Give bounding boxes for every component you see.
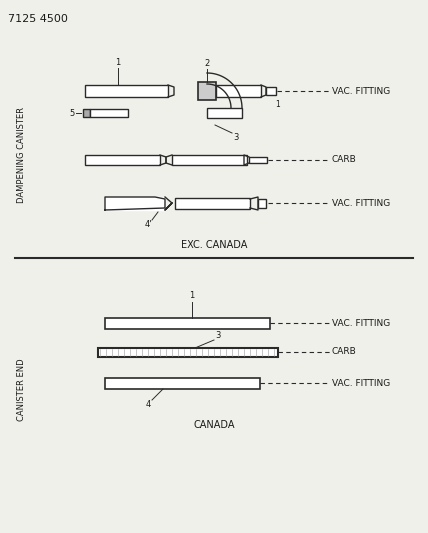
Text: CANADA: CANADA	[193, 420, 235, 430]
Bar	[198, 82, 216, 100]
Bar	[98, 348, 278, 357]
Bar	[85, 85, 168, 97]
Bar	[83, 109, 90, 117]
Bar	[90, 109, 128, 117]
Bar	[105, 318, 270, 329]
Text: 7125 4500: 7125 4500	[8, 14, 68, 24]
Text: CANISTER END: CANISTER END	[18, 359, 27, 421]
Text: 1: 1	[189, 291, 195, 300]
Bar	[249, 157, 267, 163]
Text: 1: 1	[116, 58, 121, 67]
Text: CARB: CARB	[332, 156, 357, 165]
Text: VAC. FITTING: VAC. FITTING	[332, 198, 390, 207]
Text: CARB: CARB	[332, 348, 357, 357]
Bar	[216, 85, 261, 97]
Bar	[266, 87, 276, 95]
Bar	[175, 198, 250, 209]
Text: 2: 2	[205, 59, 210, 68]
Text: 3: 3	[233, 133, 238, 142]
Text: EXC. CANADA: EXC. CANADA	[181, 240, 247, 250]
Text: 4: 4	[146, 400, 151, 409]
Polygon shape	[105, 197, 165, 210]
Text: 3: 3	[215, 331, 220, 340]
Bar	[85, 155, 160, 165]
Bar	[258, 199, 266, 208]
Text: 1: 1	[275, 100, 280, 109]
Text: VAC. FITTING: VAC. FITTING	[332, 319, 390, 327]
Text: DAMPENING CANISTER: DAMPENING CANISTER	[18, 107, 27, 203]
Bar	[172, 155, 247, 165]
Text: VAC. FITTING: VAC. FITTING	[332, 378, 390, 387]
Bar	[207, 108, 242, 118]
Text: 5: 5	[70, 109, 75, 117]
Text: VAC. FITTING: VAC. FITTING	[332, 86, 390, 95]
Bar	[105, 378, 260, 389]
Text: 4': 4'	[144, 220, 152, 229]
